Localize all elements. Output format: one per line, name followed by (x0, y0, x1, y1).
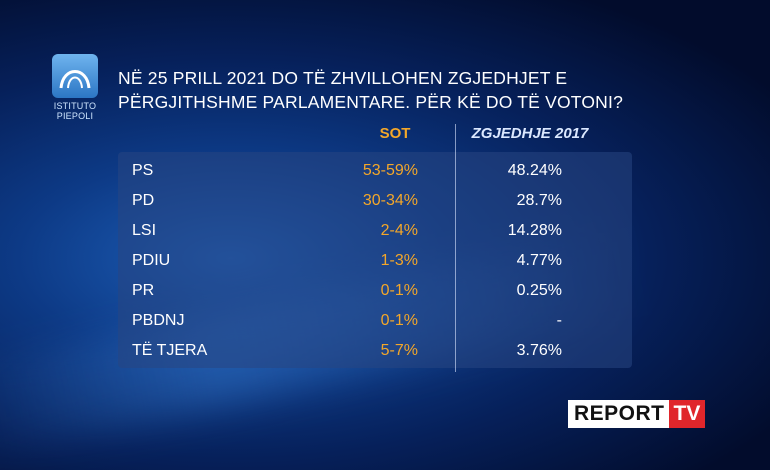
channel-suffix: TV (668, 400, 706, 428)
channel-logo: REPORT TV (568, 400, 706, 428)
result-2017: 48.24% (507, 162, 562, 179)
column-header: SOT (379, 125, 411, 142)
party-name: PR (132, 282, 155, 299)
party-name: PD (132, 192, 155, 209)
table-row: PBDNJ 0-1% - (118, 306, 632, 336)
party-name: LSI (132, 222, 157, 239)
logo-text: PIEPOLI (56, 111, 94, 121)
table-row: PR 0-1% 0.25% (118, 276, 632, 306)
column-divider (455, 124, 456, 372)
party-name: PS (132, 162, 154, 179)
logo-arc (59, 70, 91, 89)
result-2017: 14.28% (507, 222, 562, 239)
party-name: PDIU (132, 252, 171, 269)
result-2017: - (556, 312, 562, 329)
party-name: PBDNJ (132, 312, 185, 329)
result-2017: 4.77% (516, 252, 562, 269)
question-line: NË 25 PRILL 2021 DO TË ZHVILLOHEN ZGJEDH… (118, 68, 568, 88)
table-row: LSI 2-4% 14.28% (118, 216, 632, 246)
result-2017: 3.76% (516, 342, 562, 359)
current-poll: 2-4% (380, 222, 418, 239)
results-table: PS 53-59% 48.24% PD 30-34% 28.7% LSI 2-4% 14.28%… (118, 152, 632, 368)
logo-text: ISTITUTO (53, 101, 97, 111)
column-header: ZGJEDHJE 2017 (471, 125, 589, 142)
logo-icon (52, 54, 98, 98)
current-poll: 1-3% (380, 252, 418, 269)
table-row: PD 30-34% 28.7% (118, 186, 632, 216)
party-name: TË TJERA (132, 342, 208, 359)
channel-name: REPORT (568, 400, 669, 428)
table-row: PDIU 1-3% 4.77% (118, 246, 632, 276)
pollster-logo: ISTITUTO PIEPOLI (52, 54, 98, 126)
table-row: TË TJERA 5-7% 3.76% (118, 336, 632, 366)
current-poll: 53-59% (362, 162, 418, 179)
table-row: PS 53-59% 48.24% (118, 156, 632, 186)
current-poll: 0-1% (380, 312, 418, 329)
result-2017: 0.25% (516, 282, 562, 299)
question: NË 25 PRILL 2021 DO TË ZHVILLOHEN ZGJEDH… (118, 66, 658, 114)
result-2017: 28.7% (516, 192, 562, 209)
question-line: PËRGJITHSHME PARLAMENTARE. PËR KË DO TË … (118, 92, 624, 112)
current-poll: 5-7% (380, 342, 418, 359)
current-poll: 0-1% (380, 282, 418, 299)
current-poll: 30-34% (362, 192, 418, 209)
